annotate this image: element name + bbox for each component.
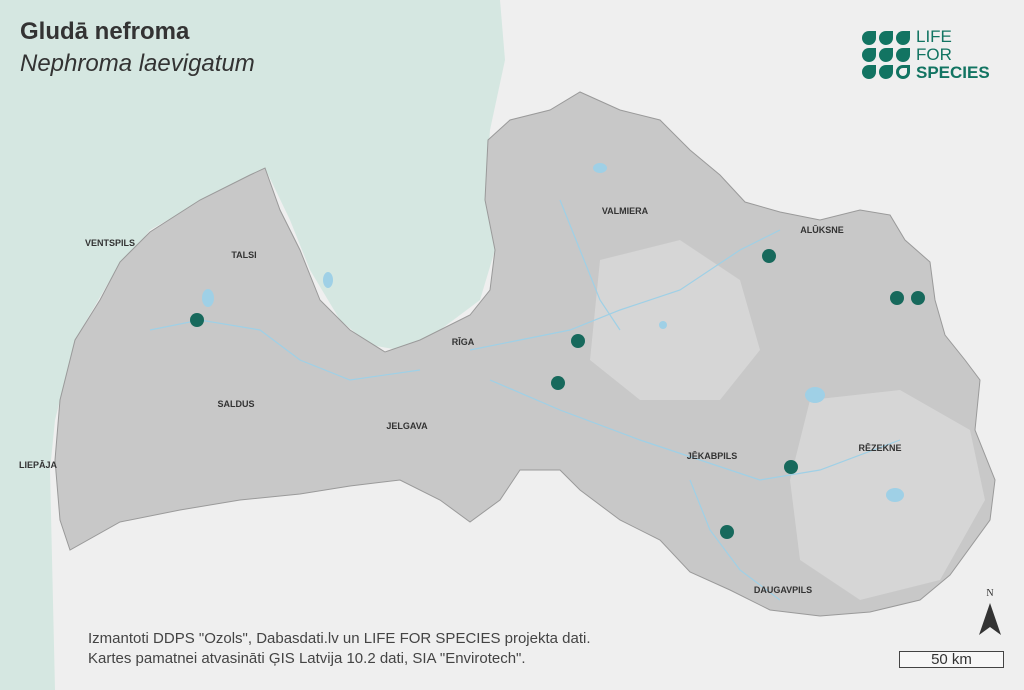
north-arrow: N xyxy=(977,583,1003,642)
place-label: RĒZEKNE xyxy=(858,443,902,453)
place-label: SALDUS xyxy=(217,399,255,409)
place-label: VENTSPILS xyxy=(84,238,136,248)
observation-point[interactable] xyxy=(890,291,904,305)
logo-text-1: LIFE xyxy=(916,27,952,46)
scale-bar: 50 km xyxy=(899,651,1004,668)
life-for-species-logo: LIFE FOR SPECIES xyxy=(862,28,990,82)
place-label: LIEPĀJA xyxy=(18,460,58,470)
map-subtitle: Nephroma laevigatum xyxy=(20,50,255,77)
place-label: VALMIERA xyxy=(601,206,649,216)
map-title: Gludā nefroma xyxy=(20,18,190,45)
north-arrow-icon xyxy=(979,603,1001,635)
country-east-lighter xyxy=(590,240,985,600)
place-label: JĒKABPILS xyxy=(686,451,738,461)
place-label: TALSI xyxy=(231,250,257,260)
place-label: RĪGA xyxy=(451,337,475,347)
observation-point[interactable] xyxy=(571,334,585,348)
observation-point[interactable] xyxy=(784,460,798,474)
logo-text-3: SPECIES xyxy=(916,63,990,82)
observation-point[interactable] xyxy=(190,313,204,327)
place-label: ALŪKSNE xyxy=(800,225,844,235)
observation-point[interactable] xyxy=(762,249,776,263)
logo-text-2: FOR xyxy=(916,45,952,64)
observation-point[interactable] xyxy=(911,291,925,305)
country-latvia xyxy=(54,91,996,617)
observation-point[interactable] xyxy=(551,376,565,390)
place-label: JELGAVA xyxy=(386,421,428,431)
rivers-lakes xyxy=(149,199,901,601)
credits: Izmantoti DDPS "Ozols", Dabasdati.lv un … xyxy=(88,629,591,669)
observation-point[interactable] xyxy=(720,525,734,539)
north-label: N xyxy=(986,588,994,599)
sea-area xyxy=(0,0,505,690)
place-label: DAUGAVPILS xyxy=(753,585,813,595)
credits-line-1: Izmantoti DDPS "Ozols", Dabasdati.lv un … xyxy=(88,630,591,647)
credits-line-2: Kartes pamatnei atvasināti ĢIS Latvija 1… xyxy=(88,650,526,667)
logo-leaves-icon xyxy=(862,31,910,79)
lakes xyxy=(202,163,904,502)
